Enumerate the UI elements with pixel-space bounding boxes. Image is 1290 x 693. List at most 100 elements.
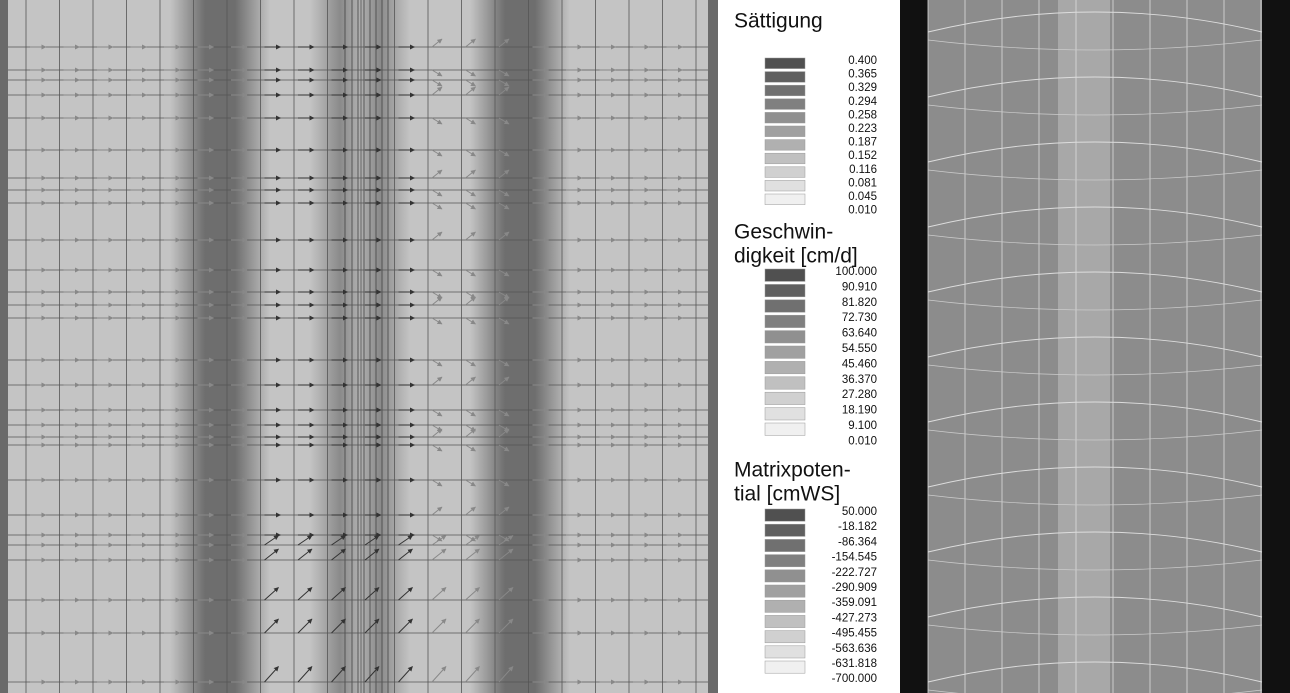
arrow xyxy=(431,189,443,197)
arrow xyxy=(465,317,476,325)
legend-swatch xyxy=(764,391,806,405)
arrow xyxy=(498,506,510,516)
legend-swatch xyxy=(764,84,806,97)
flow-field-panel xyxy=(0,0,718,693)
arrow xyxy=(264,618,279,634)
legend-swatch xyxy=(764,660,806,674)
arrow xyxy=(297,548,313,561)
legend-swatch xyxy=(764,554,806,568)
arrow xyxy=(498,317,510,325)
legend-title: Geschwin- xyxy=(734,221,833,244)
legend-label: 9.100 xyxy=(848,420,877,432)
column-panel xyxy=(900,0,1290,693)
legend-label: 0.258 xyxy=(848,109,877,121)
legend-swatch xyxy=(764,299,806,313)
arrow xyxy=(498,548,514,561)
ring-line xyxy=(927,169,1263,181)
arrow xyxy=(364,548,380,561)
arrow xyxy=(498,79,510,87)
legend-label: 0.045 xyxy=(848,191,877,203)
arrow xyxy=(431,231,443,241)
ring-line xyxy=(927,494,1263,506)
legend-swatch xyxy=(764,361,806,375)
arrow xyxy=(465,409,476,417)
arrow xyxy=(431,548,447,561)
arrow xyxy=(498,618,514,634)
ring-line xyxy=(927,596,1263,618)
arrow xyxy=(498,444,510,452)
legend-swatch xyxy=(764,314,806,328)
legend-label: 0.223 xyxy=(848,123,877,135)
legend-label: -563.636 xyxy=(832,643,877,655)
legend-label: -631.818 xyxy=(832,658,877,670)
legend-swatch xyxy=(764,599,806,613)
legend-label: 0.010 xyxy=(848,205,877,217)
legend-label: 45.460 xyxy=(842,358,877,370)
arrow xyxy=(498,117,510,125)
arrow xyxy=(465,534,476,542)
arrow xyxy=(465,169,476,179)
legend-swatch xyxy=(764,345,806,359)
legend-swatch xyxy=(764,645,806,659)
legend-swatch xyxy=(764,407,806,421)
arrow xyxy=(431,117,443,125)
legend-label: 0.187 xyxy=(848,137,877,149)
arrow xyxy=(431,317,443,325)
legend-label: 100.000 xyxy=(835,266,877,278)
panel-edge xyxy=(0,0,8,693)
arrow xyxy=(431,38,443,48)
legend-label: 0.152 xyxy=(848,150,877,162)
legend-label: -495.455 xyxy=(832,628,877,640)
arrow xyxy=(398,548,413,561)
legend-label: -427.273 xyxy=(832,612,877,624)
arrow xyxy=(465,149,476,157)
arrow xyxy=(431,149,443,157)
arrow xyxy=(498,428,510,438)
legend-swatch xyxy=(764,539,806,552)
arrow xyxy=(364,666,380,683)
arrow xyxy=(431,479,443,487)
arrow xyxy=(431,169,443,179)
arrow xyxy=(465,376,476,386)
legend-label: 36.370 xyxy=(842,374,877,386)
arrow xyxy=(297,535,313,546)
legend-label: 0.116 xyxy=(849,164,877,176)
legend-swatch xyxy=(764,523,806,537)
arrow xyxy=(364,587,380,601)
legend-swatch xyxy=(764,180,806,192)
arrow xyxy=(465,618,480,634)
arrow xyxy=(465,587,480,601)
column-core xyxy=(1058,0,1110,693)
legend-label: 27.280 xyxy=(842,389,877,401)
legend-swatch xyxy=(764,193,806,205)
arrow xyxy=(465,548,480,561)
arrow xyxy=(331,666,346,683)
arrow xyxy=(498,189,510,197)
arrow xyxy=(431,534,443,542)
arrow xyxy=(498,535,514,546)
ring-line xyxy=(927,39,1263,51)
arrow xyxy=(498,202,510,210)
legend-label: 63.640 xyxy=(842,328,877,340)
arrow xyxy=(498,38,510,48)
legend-swatch xyxy=(764,422,806,436)
legend-label: 0.081 xyxy=(848,177,877,189)
arrow xyxy=(431,587,447,601)
legend-label: -359.091 xyxy=(832,597,877,609)
legend-swatch xyxy=(764,71,806,83)
legend-title: digkeit [cm/d] xyxy=(734,245,858,268)
arrow xyxy=(498,69,510,77)
arrow xyxy=(465,79,476,87)
ring-line xyxy=(927,364,1263,376)
arrow xyxy=(431,666,447,683)
arrow xyxy=(364,618,380,634)
arrow xyxy=(431,296,443,306)
arrow xyxy=(498,296,510,306)
arrow xyxy=(364,535,380,546)
arrow xyxy=(465,359,476,367)
shade-band xyxy=(310,0,410,693)
arrow xyxy=(431,202,443,210)
shade-band xyxy=(170,0,270,693)
